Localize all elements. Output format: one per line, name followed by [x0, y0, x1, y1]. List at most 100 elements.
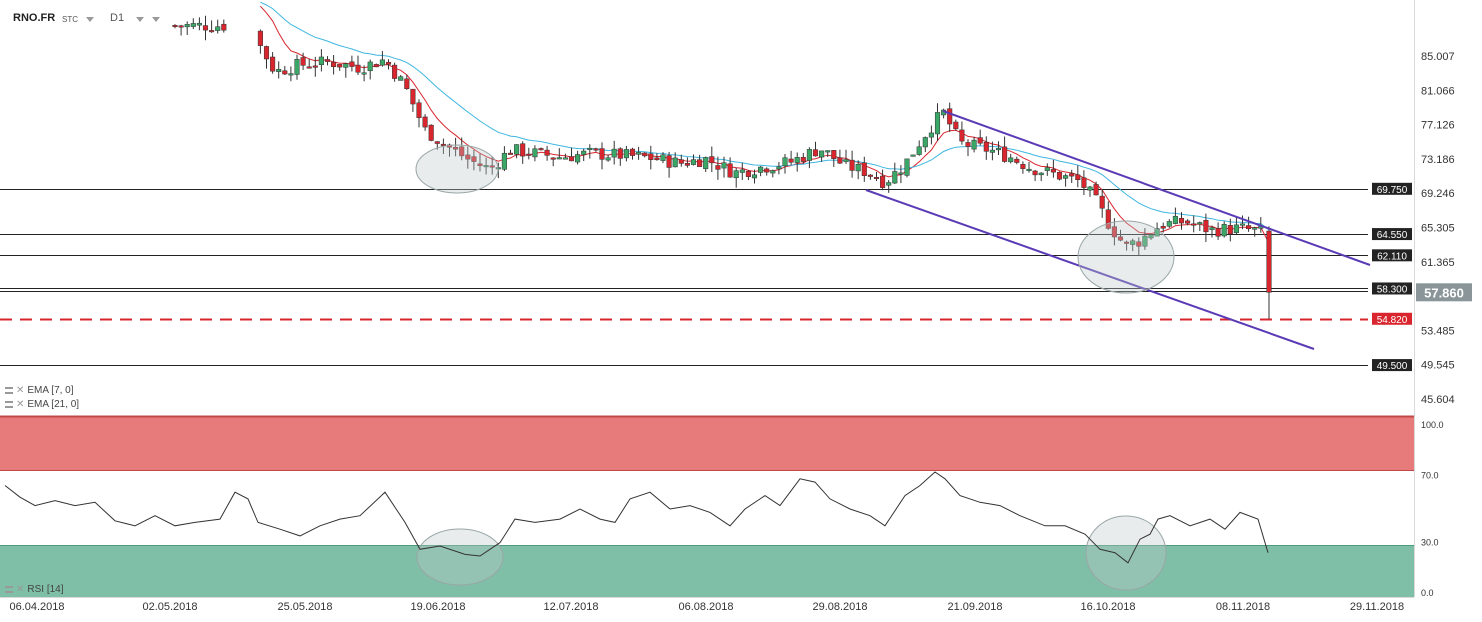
candle[interactable]: [690, 159, 697, 165]
candle[interactable]: [684, 163, 690, 166]
candle[interactable]: [1032, 170, 1038, 176]
candle[interactable]: [538, 148, 544, 151]
candle[interactable]: [459, 146, 465, 157]
candle[interactable]: [587, 147, 593, 150]
candle[interactable]: [867, 174, 873, 177]
candle[interactable]: [898, 172, 904, 175]
candle[interactable]: [562, 157, 568, 160]
candle[interactable]: [263, 46, 270, 60]
candle[interactable]: [1014, 158, 1020, 163]
candle[interactable]: [324, 59, 331, 62]
candle[interactable]: [1050, 169, 1056, 173]
candle[interactable]: [1130, 240, 1136, 245]
candle[interactable]: [1266, 230, 1272, 293]
candle[interactable]: [703, 157, 709, 170]
candle[interactable]: [794, 157, 800, 163]
candle[interactable]: [1099, 195, 1105, 209]
candle[interactable]: [648, 153, 654, 161]
candle[interactable]: [1038, 172, 1044, 176]
candle[interactable]: [294, 59, 300, 75]
candle[interactable]: [1069, 173, 1075, 177]
candle[interactable]: [727, 163, 733, 178]
level-label-box[interactable]: [1372, 182, 1412, 195]
candle[interactable]: [800, 157, 806, 162]
level-label-box[interactable]: [1372, 228, 1412, 241]
candle[interactable]: [983, 141, 989, 152]
candle[interactable]: [184, 24, 190, 28]
candle[interactable]: [581, 150, 587, 155]
candle[interactable]: [1111, 226, 1117, 238]
candle[interactable]: [928, 132, 934, 138]
candle[interactable]: [276, 69, 282, 72]
candle[interactable]: [300, 57, 306, 66]
menu-icon[interactable]: [5, 401, 13, 408]
candle[interactable]: [1209, 227, 1215, 230]
candle[interactable]: [697, 159, 703, 167]
highlight-ellipse[interactable]: [1077, 220, 1175, 294]
candle[interactable]: [1105, 209, 1111, 229]
candle[interactable]: [831, 150, 837, 159]
candle[interactable]: [465, 154, 471, 160]
candle[interactable]: [477, 163, 483, 166]
candle[interactable]: [1252, 227, 1258, 230]
candle[interactable]: [422, 116, 428, 128]
candle[interactable]: [361, 72, 367, 75]
candle[interactable]: [806, 149, 812, 161]
candle[interactable]: [1117, 236, 1124, 241]
menu-icon[interactable]: [5, 387, 13, 394]
candle[interactable]: [190, 23, 196, 27]
timeframe-selector[interactable]: D1: [110, 12, 125, 24]
candle[interactable]: [1227, 225, 1233, 235]
candle[interactable]: [392, 64, 398, 79]
candle[interactable]: [483, 165, 489, 168]
candle[interactable]: [1148, 234, 1154, 239]
channel-lower-line[interactable]: [865, 189, 1315, 350]
candle[interactable]: [733, 170, 739, 179]
candle[interactable]: [721, 162, 727, 169]
candle[interactable]: [1154, 228, 1160, 237]
candle[interactable]: [1142, 235, 1148, 247]
candle[interactable]: [215, 26, 221, 31]
indicator-ema-fast[interactable]: ✕ EMA [7, 0]: [5, 385, 74, 396]
candle[interactable]: [904, 158, 910, 176]
candle[interactable]: [373, 64, 379, 68]
candle[interactable]: [1185, 220, 1191, 224]
candle[interactable]: [995, 148, 1002, 151]
candle[interactable]: [1020, 164, 1026, 169]
candle[interactable]: [788, 158, 794, 163]
candle[interactable]: [520, 143, 526, 157]
candle[interactable]: [965, 142, 971, 147]
candle[interactable]: [599, 148, 605, 160]
candle[interactable]: [440, 143, 446, 146]
candle[interactable]: [1081, 177, 1087, 188]
candle[interactable]: [709, 156, 715, 164]
candle[interactable]: [770, 170, 776, 174]
candle[interactable]: [837, 157, 843, 164]
candle[interactable]: [507, 152, 514, 155]
candle[interactable]: [209, 30, 215, 33]
candle[interactable]: [1160, 226, 1166, 229]
candle[interactable]: [623, 149, 629, 159]
candle[interactable]: [1026, 168, 1032, 171]
candle[interactable]: [758, 166, 764, 173]
candle[interactable]: [532, 148, 538, 158]
candle[interactable]: [1008, 157, 1014, 163]
candle[interactable]: [312, 65, 318, 68]
candle[interactable]: [1203, 219, 1209, 233]
candle[interactable]: [654, 157, 660, 161]
level-label-box[interactable]: [1372, 282, 1412, 295]
candle[interactable]: [1075, 174, 1081, 180]
candle[interactable]: [593, 148, 599, 151]
candle[interactable]: [916, 146, 922, 155]
level-label-box[interactable]: [1372, 359, 1412, 372]
candle[interactable]: [953, 121, 959, 130]
candle[interactable]: [989, 149, 995, 153]
chart-settings-dropdown-icon[interactable]: [152, 17, 160, 22]
highlight-ellipse[interactable]: [415, 144, 499, 194]
candle[interactable]: [556, 157, 562, 160]
level-label-box[interactable]: [1372, 312, 1412, 325]
candle[interactable]: [739, 169, 745, 173]
candle[interactable]: [282, 70, 288, 75]
symbol-label[interactable]: RNO.FR: [13, 12, 56, 24]
candle[interactable]: [1239, 223, 1246, 226]
